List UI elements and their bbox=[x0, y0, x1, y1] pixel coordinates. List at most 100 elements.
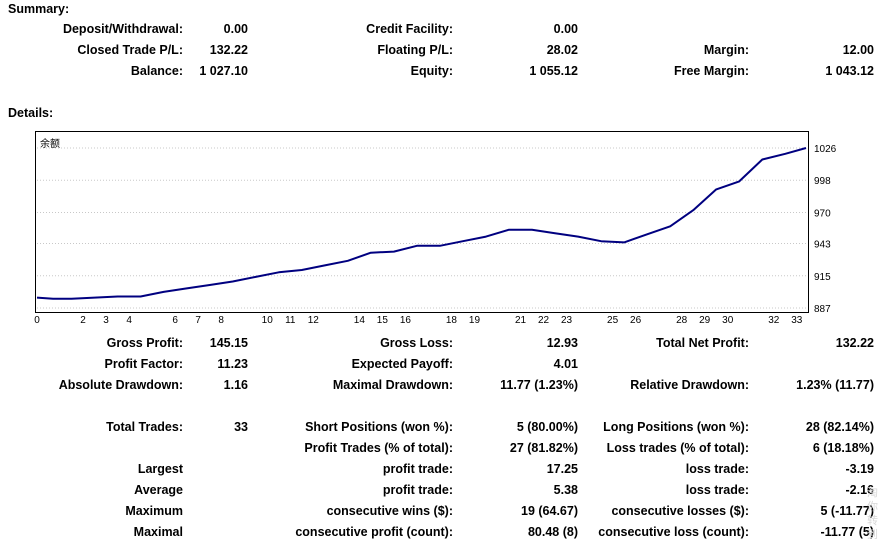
x-tick-label: 22 bbox=[538, 315, 550, 326]
maximal-consec-loss-value: -11.77 (5) bbox=[820, 525, 874, 539]
balance-label: Balance: bbox=[130, 64, 183, 78]
free-margin-value: 1 043.12 bbox=[825, 64, 874, 78]
y-tick-label: 998 bbox=[814, 176, 831, 187]
equity-value: 1 055.12 bbox=[529, 64, 578, 78]
details-heading: Details: bbox=[8, 106, 54, 120]
total-net-profit-value: 132.22 bbox=[835, 336, 874, 350]
gross-profit-label: Gross Profit: bbox=[106, 336, 183, 350]
absolute-drawdown-label: Absolute Drawdown: bbox=[58, 378, 183, 392]
y-tick-label: 943 bbox=[814, 240, 831, 251]
total-trades-label: Total Trades: bbox=[106, 420, 183, 434]
average-profit-value: 5.38 bbox=[553, 483, 578, 497]
summary-heading: Summary: bbox=[8, 2, 70, 16]
free-margin-label: Free Margin: bbox=[673, 64, 749, 78]
x-tick-label: 4 bbox=[126, 315, 132, 326]
maximum-label: Maximum bbox=[125, 504, 183, 518]
long-positions-value: 28 (82.14%) bbox=[805, 420, 874, 434]
x-tick-label: 18 bbox=[446, 315, 458, 326]
profit-factor-value: 11.23 bbox=[217, 357, 248, 371]
watermark-char: 到 bbox=[867, 529, 878, 541]
closed-pl-label: Closed Trade P/L: bbox=[77, 43, 183, 57]
x-tick-label: 21 bbox=[515, 315, 527, 326]
watermark-char: 转 bbox=[867, 515, 878, 527]
average-label: Average bbox=[134, 483, 183, 497]
chart-legend: 余额 bbox=[40, 139, 60, 150]
gross-loss-label: Gross Loss: bbox=[380, 336, 453, 350]
credit-label: Credit Facility: bbox=[366, 22, 453, 36]
relative-drawdown-value: 1.23% (11.77) bbox=[796, 378, 874, 392]
maximal-consec-profit-label: consecutive profit (count): bbox=[295, 525, 453, 539]
loss-trades-value: 6 (18.18%) bbox=[812, 441, 874, 455]
watermark-char: 淘 bbox=[867, 487, 878, 499]
x-tick-label: 26 bbox=[630, 315, 642, 326]
average-loss-label: loss trade: bbox=[685, 483, 749, 497]
x-tick-label: 25 bbox=[607, 315, 619, 326]
loss-trades-label: Loss trades (% of total): bbox=[606, 441, 749, 455]
gross-profit-value: 145.15 bbox=[209, 336, 248, 350]
expected-payoff-value: 4.01 bbox=[553, 357, 578, 371]
x-tick-label: 7 bbox=[195, 315, 201, 326]
x-tick-label: 0 bbox=[34, 315, 40, 326]
profit-trades-value: 27 (81.82%) bbox=[509, 441, 578, 455]
long-positions-label: Long Positions (won %): bbox=[603, 420, 749, 434]
x-tick-label: 2 bbox=[80, 315, 86, 326]
floating-pl-label: Floating P/L: bbox=[377, 43, 453, 57]
watermark: 淘 你 转 到 bbox=[867, 486, 878, 542]
average-loss-value: -2.16 bbox=[845, 483, 875, 497]
max-consec-wins-value: 19 (64.67) bbox=[521, 504, 578, 518]
largest-profit-label: profit trade: bbox=[382, 462, 453, 476]
x-tick-label: 14 bbox=[354, 315, 366, 326]
equity-label: Equity: bbox=[410, 64, 453, 78]
maximal-consec-profit-value: 80.48 (8) bbox=[527, 525, 578, 539]
x-tick-label: 23 bbox=[561, 315, 573, 326]
total-net-profit-label: Total Net Profit: bbox=[656, 336, 749, 350]
largest-loss-value: -3.19 bbox=[845, 462, 875, 476]
closed-pl-value: 132.22 bbox=[209, 43, 248, 57]
deposit-label: Deposit/Withdrawal: bbox=[62, 22, 183, 36]
y-tick-label: 1026 bbox=[814, 144, 837, 155]
credit-value: 0.00 bbox=[553, 22, 578, 36]
x-tick-label: 10 bbox=[262, 315, 274, 326]
profit-factor-label: Profit Factor: bbox=[104, 357, 183, 371]
maximal-label: Maximal bbox=[133, 525, 183, 539]
gross-loss-value: 12.93 bbox=[546, 336, 578, 350]
x-tick-label: 32 bbox=[768, 315, 780, 326]
x-tick-label: 16 bbox=[400, 315, 412, 326]
short-positions-value: 5 (80.00%) bbox=[516, 420, 578, 434]
watermark-char: 你 bbox=[867, 501, 878, 513]
expected-payoff-label: Expected Payoff: bbox=[351, 357, 453, 371]
x-tick-label: 12 bbox=[308, 315, 320, 326]
balance-chart-plot: 余额 bbox=[35, 131, 809, 313]
x-tick-label: 8 bbox=[218, 315, 224, 326]
average-profit-label: profit trade: bbox=[382, 483, 453, 497]
relative-drawdown-label: Relative Drawdown: bbox=[630, 378, 749, 392]
x-tick-label: 15 bbox=[377, 315, 389, 326]
x-tick-label: 11 bbox=[285, 315, 296, 326]
largest-loss-label: loss trade: bbox=[685, 462, 749, 476]
margin-value: 12.00 bbox=[842, 43, 874, 57]
floating-pl-value: 28.02 bbox=[546, 43, 578, 57]
x-tick-label: 30 bbox=[722, 315, 734, 326]
absolute-drawdown-value: 1.16 bbox=[223, 378, 248, 392]
y-tick-label: 887 bbox=[814, 304, 831, 315]
x-tick-label: 33 bbox=[791, 315, 803, 326]
maximal-drawdown-label: Maximal Drawdown: bbox=[332, 378, 453, 392]
y-tick-label: 915 bbox=[814, 272, 831, 283]
x-tick-label: 28 bbox=[676, 315, 688, 326]
x-tick-label: 6 bbox=[172, 315, 178, 326]
x-tick-label: 19 bbox=[469, 315, 481, 326]
profit-trades-label: Profit Trades (% of total): bbox=[304, 441, 453, 455]
largest-label: Largest bbox=[137, 462, 183, 476]
maximal-consec-loss-label: consecutive loss (count): bbox=[598, 525, 749, 539]
balance-value: 1 027.10 bbox=[199, 64, 248, 78]
x-tick-label: 3 bbox=[103, 315, 109, 326]
maximal-drawdown-value: 11.77 (1.23%) bbox=[500, 378, 578, 392]
y-tick-label: 970 bbox=[814, 208, 831, 219]
largest-profit-value: 17.25 bbox=[546, 462, 578, 476]
max-consec-wins-label: consecutive wins ($): bbox=[326, 504, 453, 518]
x-tick-label: 29 bbox=[699, 315, 711, 326]
deposit-value: 0.00 bbox=[223, 22, 248, 36]
max-consec-losses-value: 5 (-11.77) bbox=[820, 504, 874, 518]
margin-label: Margin: bbox=[703, 43, 749, 57]
